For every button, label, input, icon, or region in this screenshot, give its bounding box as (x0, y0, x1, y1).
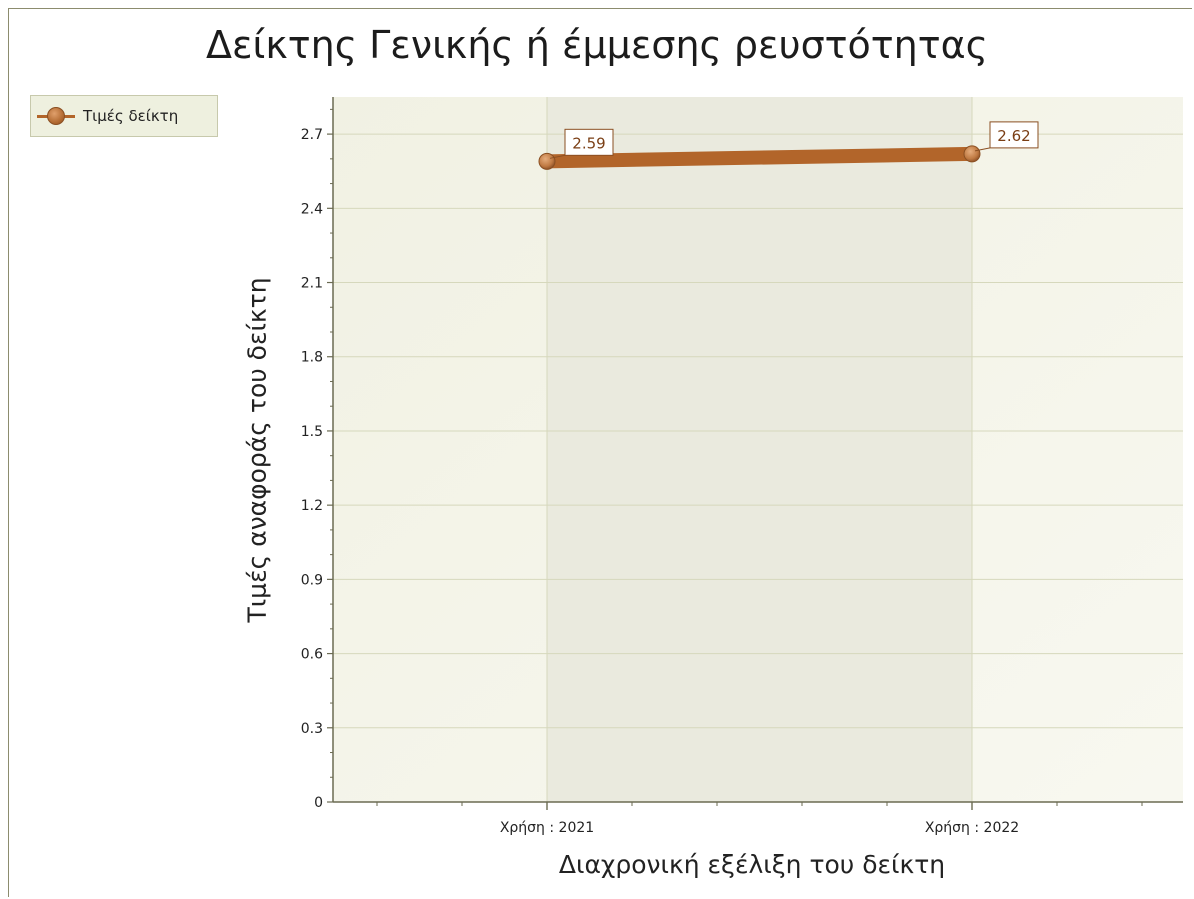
x-axis-ticks: Χρήση : 2021 Χρήση : 2022 (376, 802, 1143, 836)
y-tick-label: 1.2 (301, 498, 323, 514)
legend-entry: Τιμές δείκτη (83, 107, 179, 125)
x-axis-label: Διαχρονική εξέλιξη του δείκτη (558, 850, 946, 879)
series-line: 2.59 2.62 (538, 121, 1039, 170)
grid-lines (333, 97, 1183, 802)
x-tick-label: Χρήση : 2021 (500, 820, 594, 836)
data-label: 2.62 (997, 127, 1030, 145)
y-tick-label: 2.4 (301, 201, 323, 217)
y-axis-ticks: 0 0.3 0.6 0.9 1.2 1.5 1.8 2.1 2.4 2.7 (301, 108, 333, 811)
legend-marker-icon (37, 106, 79, 126)
data-label-box (564, 128, 614, 156)
y-tick-label: 1.8 (301, 350, 323, 366)
series-line-path (540, 146, 979, 169)
legend: Τιμές δείκτη (30, 95, 218, 137)
data-label-box (989, 121, 1039, 149)
data-label-leader (974, 147, 991, 152)
y-tick-label: 0 (314, 795, 323, 811)
y-tick-label: 2.1 (301, 276, 323, 292)
y-tick-label: 0.6 (301, 647, 323, 663)
category-band (547, 97, 972, 802)
data-label-leader (549, 154, 566, 159)
y-tick-label: 2.7 (301, 127, 323, 143)
y-axis-label: Τιμές αναφοράς του δείκτη (242, 277, 272, 623)
data-point (963, 145, 981, 163)
axes (332, 97, 1183, 803)
y-tick-label: 0.3 (301, 721, 323, 737)
y-tick-label: 1.5 (301, 424, 323, 440)
x-tick-label: Χρήση : 2022 (925, 820, 1019, 836)
data-label: 2.59 (572, 134, 605, 152)
chart-title: Δείκτης Γενικής ή έμμεσης ρευστότητας (206, 23, 988, 67)
data-point (538, 152, 556, 170)
y-tick-label: 0.9 (301, 572, 323, 588)
